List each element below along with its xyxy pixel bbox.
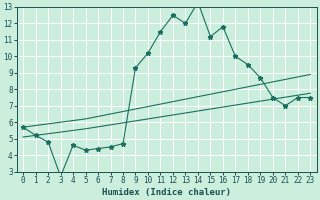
X-axis label: Humidex (Indice chaleur): Humidex (Indice chaleur) bbox=[102, 188, 231, 197]
